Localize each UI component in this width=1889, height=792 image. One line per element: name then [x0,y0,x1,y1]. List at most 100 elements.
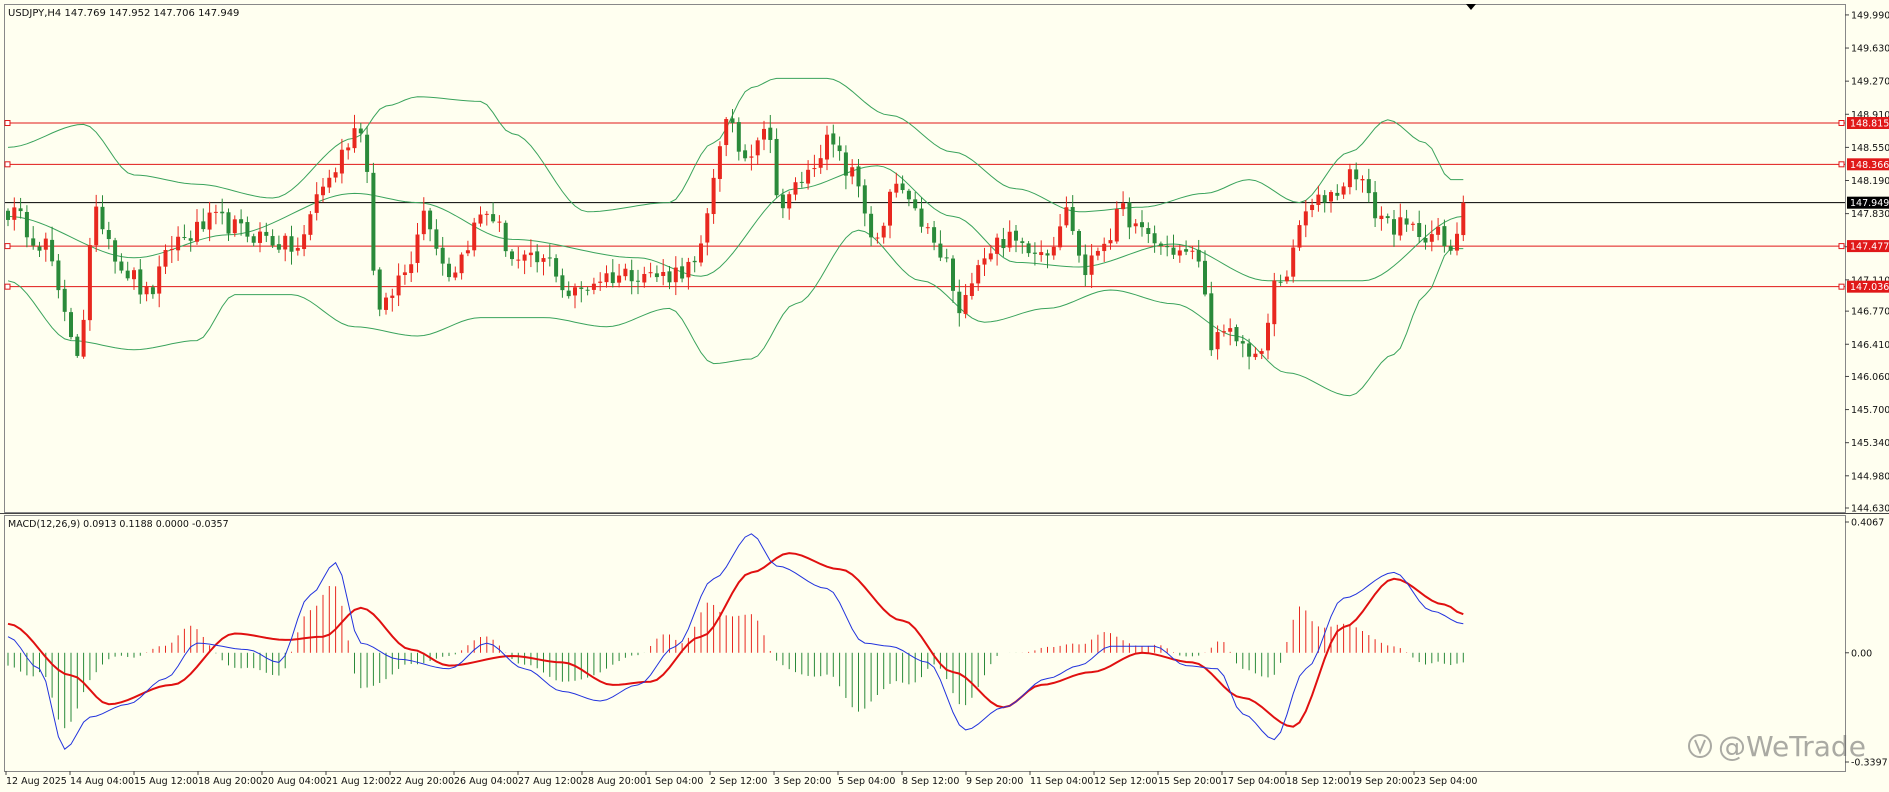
candle [1303,200,1308,238]
candle [1366,168,1371,203]
candle [925,223,930,234]
candle [1404,209,1409,232]
candle [50,226,55,267]
symbol-info: USDJPY,H4 147.769 147.952 147.706 147.94… [8,8,239,19]
candle [226,208,231,242]
candle [321,177,325,203]
x-tick-label: 3 Sep 20:00 [774,776,831,787]
candle [1436,217,1441,241]
level-handle [4,243,11,250]
candle [825,125,829,171]
candle [1032,242,1037,266]
candle [182,224,187,241]
candle [1089,243,1094,288]
candle [1051,236,1056,260]
chart-shift-marker-icon[interactable] [1466,4,1476,10]
candle [806,160,811,190]
candle [1429,220,1434,252]
price-panel-frame [4,4,1846,513]
candle [1310,198,1315,218]
candle [295,237,300,256]
candle [837,136,842,161]
candle [201,208,206,232]
x-tick-label: 26 Aug 04:00 [454,776,518,787]
candle [1146,222,1151,244]
candle [1196,239,1201,268]
macd-line [7,533,1464,750]
candle [1020,237,1025,254]
candle [371,162,376,276]
candle [535,244,540,273]
candle [1177,244,1182,263]
candle [478,206,483,227]
candle [308,211,313,241]
candle [144,281,149,302]
candle [484,211,489,226]
y-tick-label: 144.980 [1851,471,1889,482]
y-tick-label: 148.910 [1851,110,1889,121]
candle [629,259,634,295]
candle [1398,203,1403,241]
candle [1354,162,1359,191]
candle [327,169,332,193]
candle [69,307,73,340]
y-tick-label: 146.410 [1851,340,1889,351]
x-tick-label: 18 Aug 20:00 [198,776,262,787]
macd-tick-label: -0.3397 [1851,758,1888,769]
candle [598,272,603,291]
candle [1209,281,1214,356]
candle [125,261,130,281]
candle [1228,318,1233,346]
y-tick-label: 146.060 [1851,372,1889,383]
candle [428,207,433,242]
candle [440,236,445,276]
x-tick-label: 23 Sep 04:00 [1414,776,1477,787]
candle [1322,190,1327,213]
x-tick-label: 1 Sep 04:00 [646,776,703,787]
candle [1373,180,1378,228]
level-handle [1838,283,1845,290]
candle [220,198,225,225]
candle [673,256,678,296]
candle [1461,195,1466,242]
candle [560,268,565,298]
candle [270,229,275,248]
candle [81,309,86,359]
candle [1329,190,1333,213]
x-tick-label: 9 Sep 20:00 [966,776,1023,787]
candle [692,256,697,273]
x-tick-label: 21 Aug 12:00 [326,776,390,787]
candle [1215,325,1220,360]
candle [138,259,143,304]
candle [1152,225,1157,253]
current-price-label: 147.949 [1850,198,1889,209]
candle [1133,219,1138,234]
level-handle [4,161,11,168]
candle [1095,247,1100,261]
candle [1347,163,1352,195]
candle [642,266,647,288]
candle [554,254,559,283]
x-tick-label: 27 Aug 12:00 [518,776,582,787]
candle [988,244,993,262]
candle [289,225,294,265]
candle [522,250,527,275]
candle [358,122,363,143]
candle [705,208,710,256]
candle [1058,214,1063,251]
candle [415,223,420,273]
y-tick-label: 149.990 [1851,10,1889,21]
candle [610,259,615,288]
y-tick-label: 148.190 [1851,176,1889,187]
candle [875,232,880,244]
candle [1190,246,1195,260]
candle [150,284,155,299]
candle [390,288,395,312]
candle [245,216,250,243]
candle [314,182,319,221]
candle [686,257,691,290]
candle [938,230,943,262]
candle [780,188,785,219]
